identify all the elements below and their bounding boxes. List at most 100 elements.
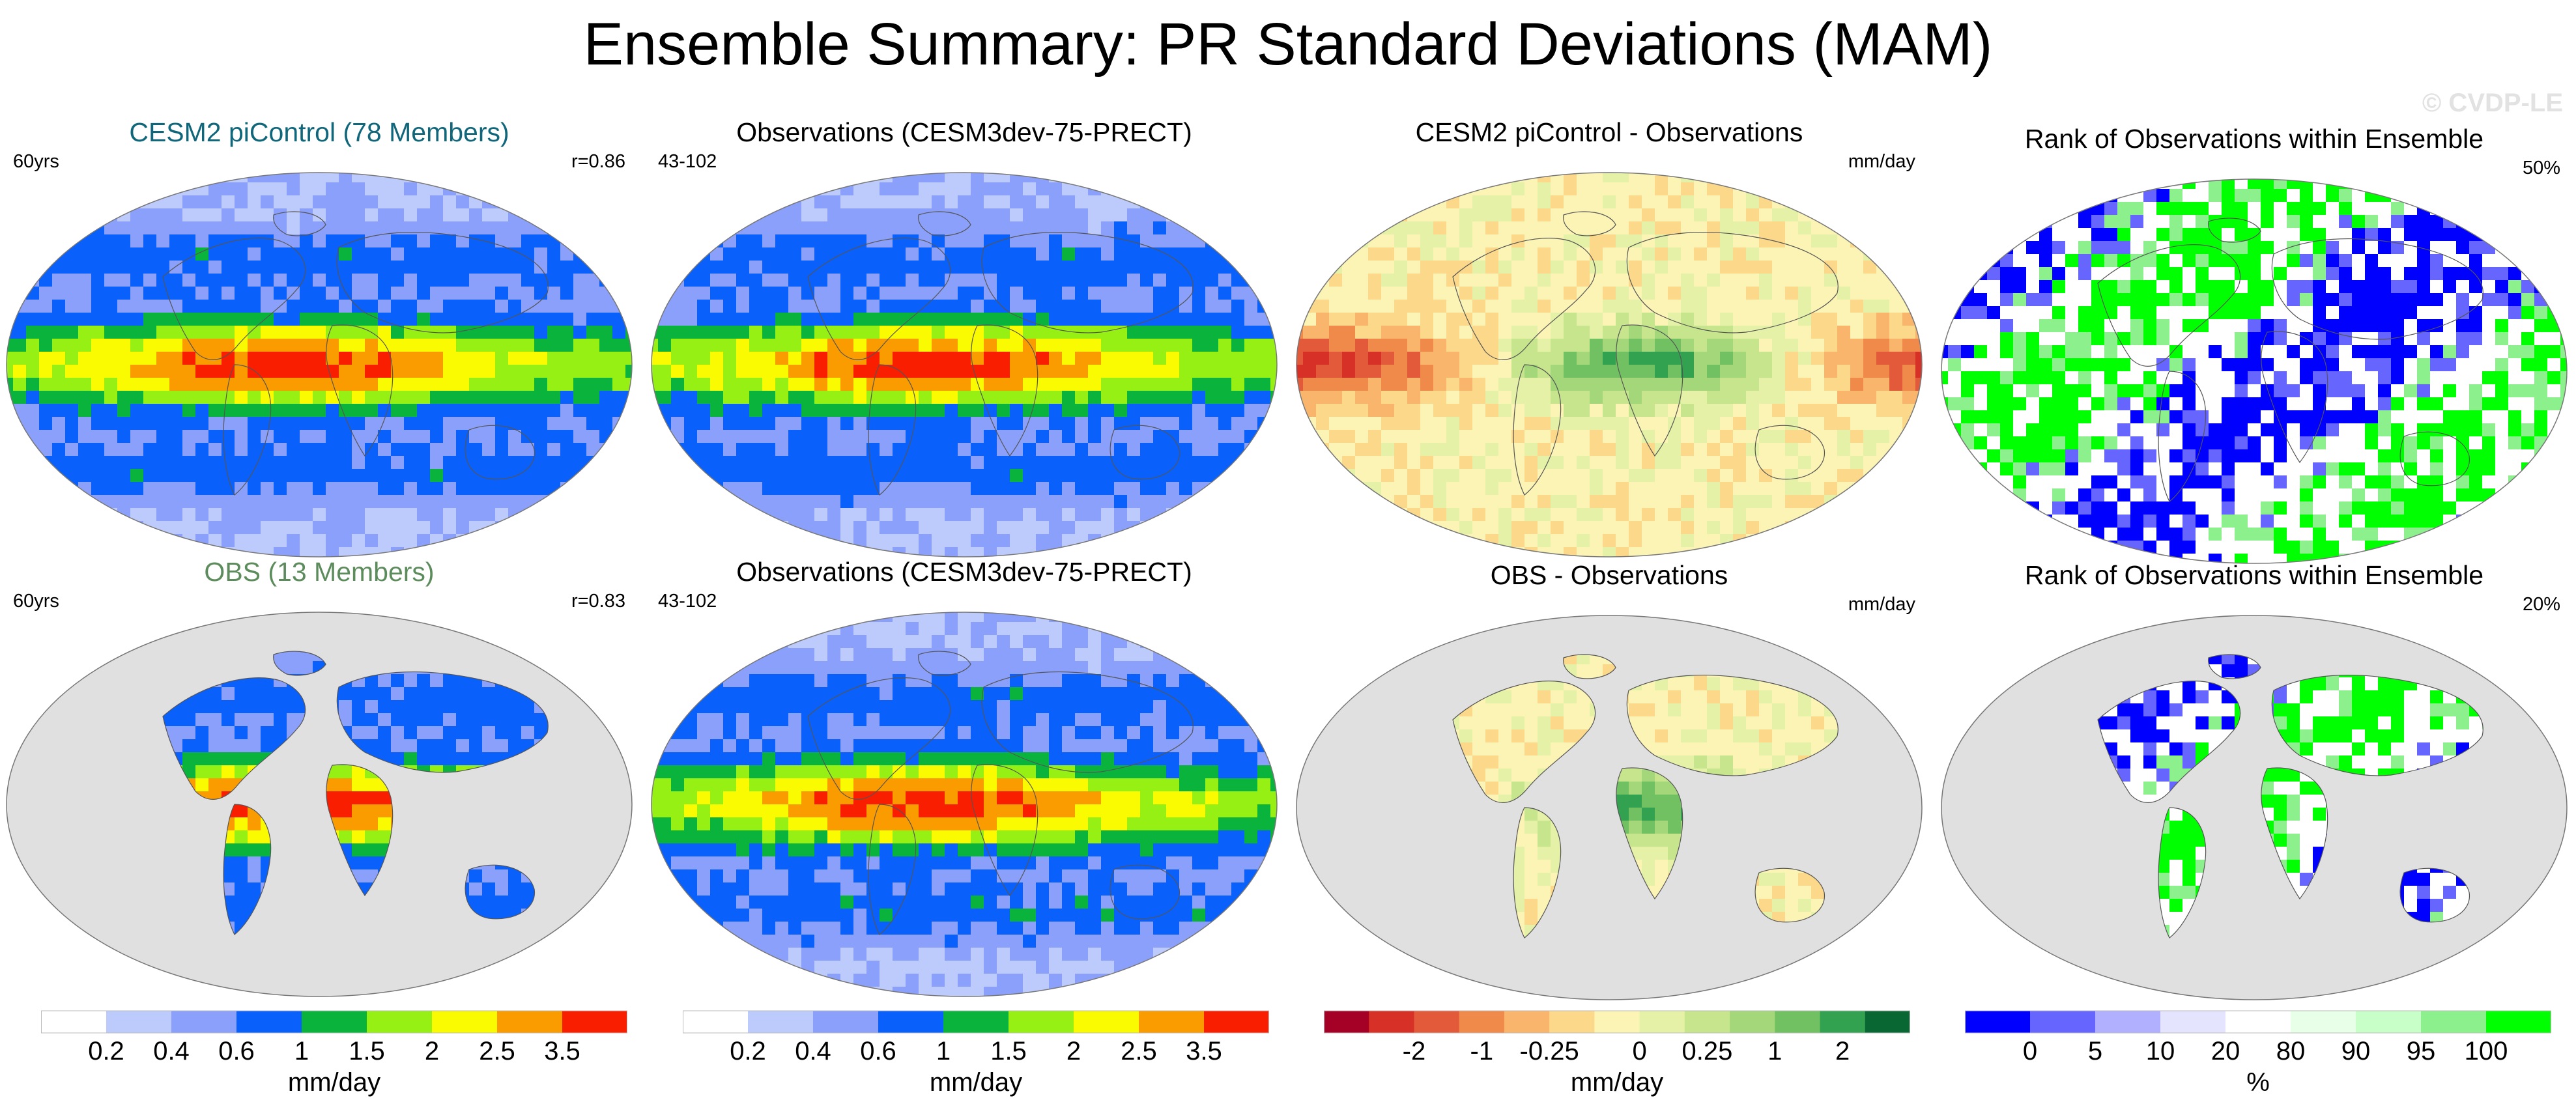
field-cell <box>1179 365 1193 378</box>
field-cell <box>971 443 984 457</box>
field-cell <box>391 521 405 535</box>
field-cell <box>339 208 352 222</box>
field-cell <box>1296 313 1304 326</box>
field-cell <box>1564 417 1577 430</box>
field-cell <box>984 469 997 483</box>
field-cell <box>1153 404 1167 417</box>
field-cell <box>1759 287 1773 300</box>
field-cell <box>1772 287 1786 300</box>
field-cell <box>1192 508 1206 522</box>
field-cell <box>195 339 209 352</box>
field-cell <box>1381 300 1395 313</box>
field-cell <box>2091 228 2105 242</box>
field-cell <box>1270 352 1277 365</box>
field-cell <box>1655 495 1668 509</box>
field-cell <box>1062 443 1076 457</box>
field-cell <box>1629 534 1642 548</box>
field-cell <box>482 313 496 326</box>
field-cell <box>1538 456 1551 470</box>
field-cell <box>736 173 750 183</box>
field-cell <box>1511 313 1525 326</box>
field-cell <box>1863 456 1877 470</box>
field-cell <box>1316 208 1330 222</box>
field-cell <box>1381 482 1395 496</box>
field-cell <box>840 534 854 548</box>
field-cell <box>1642 313 1655 326</box>
field-cell <box>1179 287 1193 300</box>
field-cell <box>430 391 444 404</box>
field-cell <box>1707 261 1721 274</box>
field-cell <box>1511 352 1525 365</box>
field-cell <box>1049 274 1063 287</box>
field-cell <box>1577 274 1590 287</box>
field-cell <box>195 274 209 287</box>
field-cell <box>1394 534 1408 548</box>
field-cell <box>495 208 509 222</box>
field-cell <box>117 326 131 339</box>
field-cell <box>52 182 66 196</box>
field-cell <box>801 443 815 457</box>
field-cell <box>814 443 828 457</box>
field-cell <box>1179 300 1193 313</box>
field-cell <box>261 247 274 261</box>
field-cell <box>1446 173 1460 183</box>
field-cell <box>1355 261 1369 274</box>
field-cell <box>547 534 561 548</box>
field-cell <box>736 352 750 365</box>
field-cell <box>130 469 144 483</box>
field-cell <box>775 339 789 352</box>
field-cell <box>169 208 183 222</box>
field-cell <box>1902 339 1916 352</box>
field-cell <box>482 365 496 378</box>
field-cell <box>1205 274 1219 287</box>
field-cell <box>1355 404 1369 417</box>
field-cell <box>599 443 613 457</box>
field-cell <box>997 221 1010 235</box>
field-cell <box>612 195 626 209</box>
field-cell <box>958 287 971 300</box>
field-cell <box>1368 274 1382 287</box>
field-cell <box>1655 352 1668 365</box>
field-cell <box>1485 547 1499 557</box>
field-cell <box>1551 182 1564 196</box>
field-cell <box>1485 482 1499 496</box>
field-cell <box>2443 306 2457 320</box>
field-cell <box>1062 417 1076 430</box>
field-cell <box>1974 179 1988 190</box>
field-cell <box>1889 482 1903 496</box>
field-cell <box>1257 430 1271 444</box>
field-cell <box>625 378 632 391</box>
field-cell <box>2313 228 2326 242</box>
field-cell <box>521 247 535 261</box>
field-cell <box>547 508 561 522</box>
field-cell <box>2104 267 2118 281</box>
field-cell <box>697 521 711 535</box>
field-cell <box>1114 508 1128 522</box>
field-cell <box>1876 391 1890 404</box>
field-cell <box>2274 241 2287 255</box>
field-cell <box>78 508 92 522</box>
field-cell <box>651 521 659 535</box>
field-cell <box>1179 173 1193 183</box>
field-cell <box>651 247 659 261</box>
field-cell <box>1759 274 1773 287</box>
field-cell <box>130 326 144 339</box>
field-cell <box>1941 215 1949 229</box>
field-cell <box>1368 391 1382 404</box>
field-cell <box>1368 508 1382 522</box>
field-cell <box>1355 456 1369 470</box>
field-cell <box>1270 173 1277 183</box>
field-cell <box>1629 173 1642 183</box>
field-cell <box>1049 365 1063 378</box>
field-cell <box>1524 391 1538 404</box>
field-cell <box>339 482 352 496</box>
field-cell <box>1355 234 1369 248</box>
field-cell <box>2143 241 2157 255</box>
field-cell <box>430 208 444 222</box>
field-cell <box>1205 404 1219 417</box>
field-cell <box>1850 208 1864 222</box>
field-cell <box>1524 352 1538 365</box>
field-cell <box>2326 241 2340 255</box>
field-cell <box>2482 306 2496 320</box>
field-cell <box>117 261 131 274</box>
